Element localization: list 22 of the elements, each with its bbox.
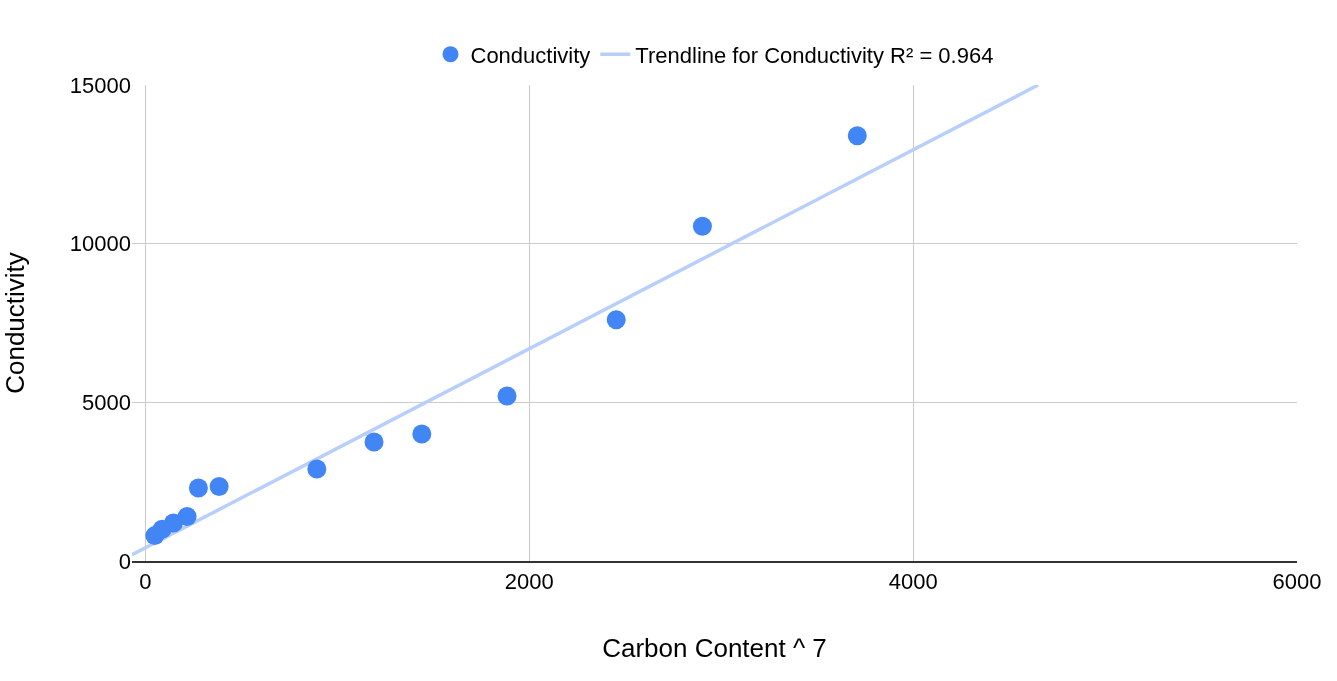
x-tick-label: 6000	[1272, 569, 1322, 595]
point	[307, 459, 327, 479]
y-tick-label: 5000	[82, 390, 131, 416]
legend-label: Conductivity	[470, 42, 591, 68]
x-tick-label: 0	[139, 569, 152, 595]
point	[692, 216, 712, 236]
point	[364, 432, 384, 452]
point	[847, 126, 867, 146]
point	[188, 478, 208, 498]
y-axis-title: Conductivity	[0, 252, 30, 394]
x-tick-label: 4000	[888, 569, 938, 595]
point	[497, 386, 517, 406]
y-tick-label: 10000	[69, 231, 131, 257]
y-tick-label: 0	[118, 548, 131, 574]
point	[606, 310, 626, 330]
legend-label: Trendline for Conductivity R² = 0.964	[635, 42, 994, 68]
point	[412, 424, 432, 444]
point	[177, 507, 197, 527]
point	[209, 476, 229, 496]
x-axis-title: Carbon Content ^ 7	[602, 632, 827, 663]
y-tick-label: 15000	[69, 72, 131, 98]
x-tick-label: 2000	[504, 569, 554, 595]
